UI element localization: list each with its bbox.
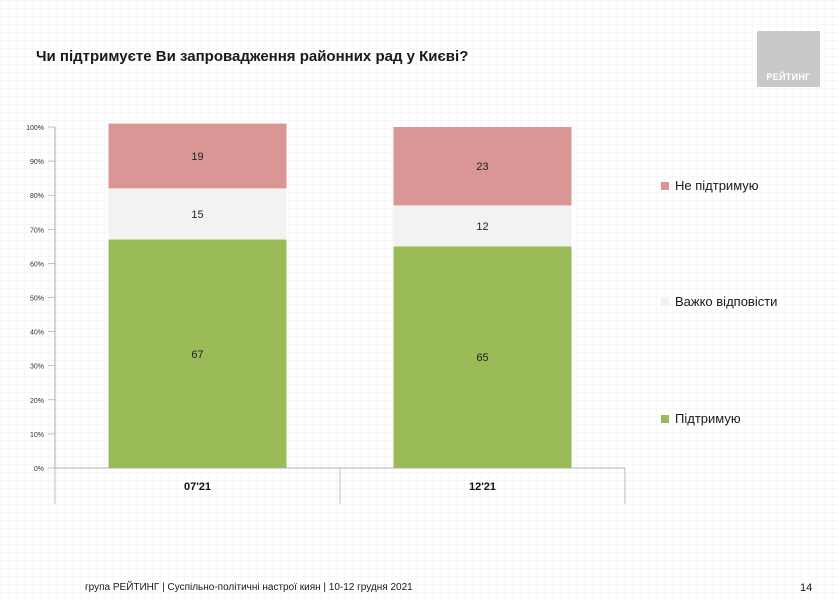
bar-segment (393, 127, 572, 206)
y-tick-label: 0% (34, 466, 44, 473)
legend-item: Важко відповісти (661, 294, 777, 309)
brand-logo: РЕЙТИНГ (757, 31, 820, 87)
legend-item: Підтримую (661, 411, 741, 426)
y-tick-label: 40% (30, 330, 44, 337)
y-tick-label: 10% (30, 432, 44, 439)
page-number: 14 (800, 582, 813, 594)
legend-swatch (661, 297, 669, 306)
bar-segment (108, 239, 287, 468)
x-tick-label: 12'21 (469, 481, 496, 493)
y-tick-label: 80% (30, 193, 44, 200)
footer-text: група РЕЙТИНГ | Суспільно-політичні наст… (85, 582, 413, 593)
data-label: 23 (476, 161, 488, 173)
legend-swatch (661, 414, 669, 423)
legend-label: Важко відповісти (675, 294, 778, 309)
y-tick-label: 90% (30, 159, 44, 166)
legend-label: Підтримую (675, 411, 741, 426)
y-tick-label: 30% (30, 364, 44, 371)
y-tick-label: 20% (30, 398, 44, 405)
legend-item: Не підтримую (661, 178, 759, 193)
y-tick-label: 50% (30, 296, 44, 303)
data-label: 12 (476, 221, 488, 233)
bar-segment (108, 188, 287, 240)
data-label: 19 (191, 151, 203, 163)
bar-segment (393, 205, 572, 247)
x-tick-label: 07'21 (184, 481, 211, 493)
chart-title: Чи підтримуєте Ви запровадження районних… (36, 48, 469, 65)
y-tick-label: 70% (30, 227, 44, 234)
data-label: 65 (476, 352, 488, 364)
data-label: 15 (191, 209, 203, 221)
logo-text: РЕЙТИНГ (766, 72, 811, 82)
bar-segment (393, 246, 572, 468)
bar-segment (108, 123, 287, 189)
legend-swatch (661, 181, 669, 190)
y-tick-label: 100% (26, 125, 44, 132)
y-tick-label: 60% (30, 261, 44, 268)
data-label: 67 (191, 349, 203, 361)
legend-label: Не підтримую (675, 178, 759, 193)
